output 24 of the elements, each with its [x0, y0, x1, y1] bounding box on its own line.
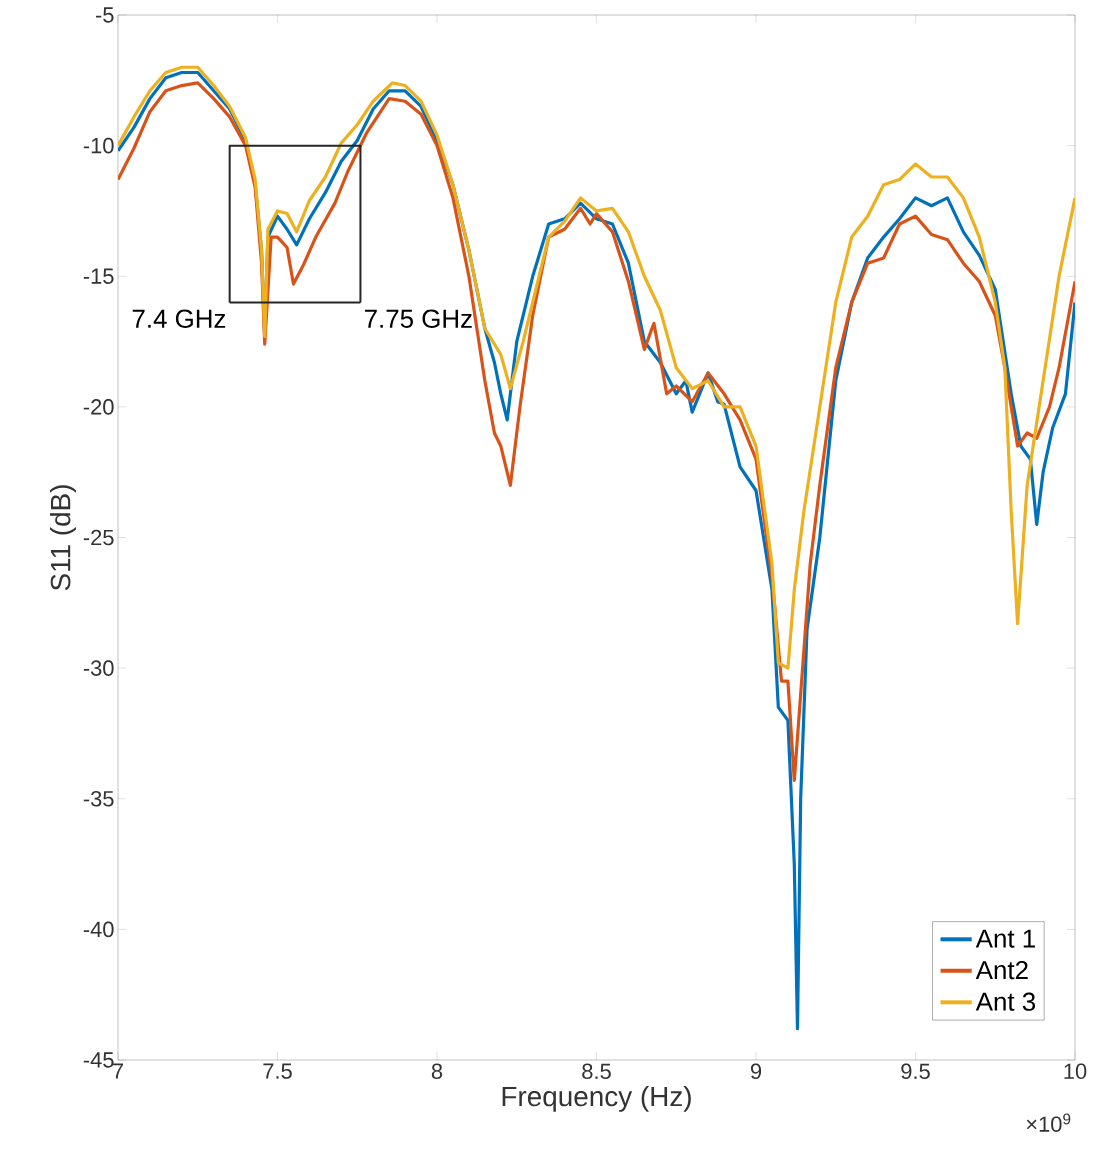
x-tick-label: 8: [431, 1063, 443, 1080]
x-tick-label: 9: [750, 1063, 762, 1080]
x-tick-label: 8.5: [582, 1063, 611, 1080]
y-tick-label: -35: [83, 790, 114, 807]
legend-label: Ant 1: [975, 929, 1035, 948]
x-tick-label: 7.5: [263, 1063, 292, 1079]
x-tick-label: 10: [1064, 1063, 1087, 1080]
legend-label: Ant2: [975, 960, 1028, 980]
y-tick-label: -40: [83, 921, 114, 938]
x-tick-label: 9.5: [901, 1063, 930, 1080]
y-tick-label: -15: [83, 268, 114, 284]
x-tick-label: 7: [113, 1063, 123, 1079]
y-tick-label: -30: [83, 660, 114, 676]
y-tick-label: -5: [95, 7, 114, 23]
annotation: 7.4 GHz: [132, 309, 226, 328]
y-tick-label: -10: [83, 137, 114, 154]
y-axis-title: S11 (dB): [49, 485, 76, 591]
annotation: 7.75 GHz: [364, 309, 472, 328]
legend-label: Ant 3: [975, 992, 1036, 1011]
y-tick-label: -20: [83, 399, 114, 415]
text: ×10$^{9}$: [1026, 1113, 1071, 1132]
x-axis-title: Frequency (Hz): [502, 1085, 691, 1112]
y-tick-label: -45: [83, 1052, 114, 1068]
y-tick-label: -25: [83, 529, 114, 546]
